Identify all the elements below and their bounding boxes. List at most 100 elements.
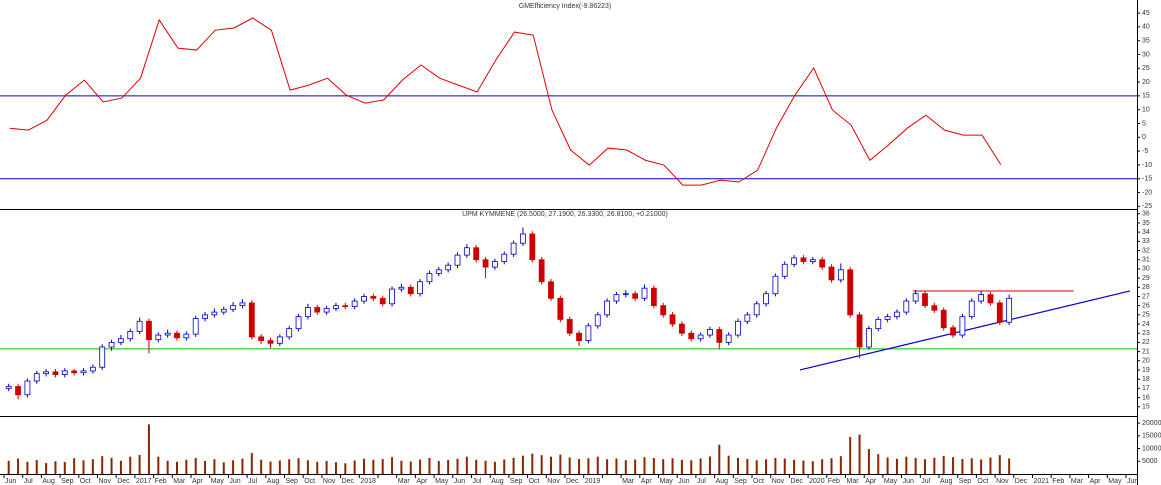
y-tick-label: -10	[1142, 162, 1152, 169]
candle-body	[99, 346, 106, 368]
candle-body	[604, 300, 610, 316]
volume-bar	[232, 460, 235, 474]
y-tick-label: 36	[1142, 211, 1150, 218]
x-tick-label: Jul	[248, 478, 257, 485]
y-tick-label: 17	[1142, 385, 1150, 392]
candle-body	[781, 263, 788, 277]
x-tick-label: Mar	[173, 478, 186, 485]
volume-bar	[306, 460, 309, 474]
candle-body	[342, 305, 349, 308]
candle-body	[127, 330, 134, 340]
x-tick-label: Nov	[996, 478, 1009, 485]
candle-body	[351, 300, 358, 307]
volume-bar	[634, 459, 637, 474]
candle-body	[866, 328, 872, 348]
candle-body	[43, 371, 49, 375]
x-tick-label: Jul	[473, 478, 482, 485]
candle-body	[884, 316, 891, 320]
x-tick-label: Apr	[192, 478, 204, 485]
volume-bar	[811, 461, 814, 474]
candle-body	[576, 332, 582, 341]
x-tick-label: Nov	[772, 478, 785, 485]
volume-bar	[606, 459, 609, 474]
x-tick-label: Jun	[5, 478, 16, 485]
candle-body	[118, 338, 124, 343]
candle-body	[697, 334, 704, 340]
x-tick-label: Jun	[229, 478, 240, 485]
x-tick-label: Feb	[828, 478, 840, 485]
candle-body	[950, 327, 956, 336]
x-tick-label: Nov	[99, 478, 112, 485]
x-tick-label: May	[435, 478, 449, 485]
volume-bar	[91, 459, 94, 474]
y-tick-label: 15	[1142, 93, 1150, 100]
y-tick-label: 24	[1142, 321, 1150, 328]
x-tick-label: Oct	[977, 478, 988, 485]
candle-body	[837, 269, 844, 281]
indicator-title: GMEfficiency Index(-9.86223)	[519, 3, 611, 10]
candle-body	[108, 342, 115, 348]
volume-bar	[746, 458, 749, 474]
candle-body	[819, 259, 826, 268]
y-tick-label: -15	[1142, 176, 1152, 183]
volume-bar	[998, 455, 1001, 474]
x-tick-label: May	[884, 478, 898, 485]
x-tick-label: Oct	[80, 478, 91, 485]
x-tick-label: Apr	[1090, 478, 1102, 485]
candle-body	[183, 333, 190, 339]
x-tick-label: Jun	[454, 478, 465, 485]
indicator-line	[9, 17, 1002, 186]
x-tick-label: Dec	[342, 478, 355, 485]
x-tick-label: Jul	[24, 478, 33, 485]
y-tick-label: 5	[1142, 120, 1146, 127]
y-tick-label: 20000	[1142, 420, 1161, 427]
candle-body	[361, 296, 367, 302]
candle-body	[61, 370, 68, 375]
candle-body	[267, 340, 274, 344]
candle-body	[716, 329, 723, 343]
candle-body	[828, 266, 835, 281]
y-tick-label: 15000	[1142, 433, 1161, 440]
volume-bar	[204, 461, 207, 474]
x-tick-label: Mar	[622, 478, 635, 485]
candle-body	[491, 261, 498, 268]
candle-body	[585, 325, 592, 341]
volume-bar	[353, 460, 356, 474]
y-tick-label: 15	[1142, 404, 1150, 411]
y-tick-label: 0	[1142, 134, 1146, 141]
volume-bar	[540, 455, 543, 474]
volume-bar	[942, 455, 945, 474]
volume-bar	[830, 458, 833, 474]
volume-bar	[1008, 458, 1011, 474]
volume-bar	[671, 458, 674, 474]
volume-bar	[213, 459, 216, 474]
y-tick-label: 26	[1142, 302, 1150, 309]
volume-bar	[129, 456, 132, 474]
candle-body	[407, 286, 414, 295]
volume-bar	[727, 455, 730, 474]
candle-body	[379, 297, 386, 305]
volume-bar	[774, 457, 777, 474]
candle-body	[71, 370, 78, 374]
volume-bar	[914, 457, 917, 474]
candle-body	[463, 247, 470, 256]
x-tick-label: Mar	[398, 478, 411, 485]
candle-body	[435, 269, 442, 274]
volume-bar	[260, 459, 263, 474]
candle-body	[146, 320, 152, 341]
volume-bar	[54, 461, 57, 474]
volume-bar	[624, 460, 627, 474]
volume-bar	[101, 456, 104, 474]
candle-body	[791, 257, 797, 265]
volume-bar	[886, 457, 889, 474]
volume-bar	[176, 461, 178, 474]
volume-bar	[278, 460, 281, 474]
candle-body	[875, 319, 882, 330]
candle-body	[192, 318, 199, 335]
candle-body	[248, 302, 255, 338]
candle-body	[968, 300, 975, 318]
volume-bar	[961, 458, 964, 474]
volume-bar	[989, 457, 992, 474]
x-tick-label: Dec	[1015, 478, 1028, 485]
